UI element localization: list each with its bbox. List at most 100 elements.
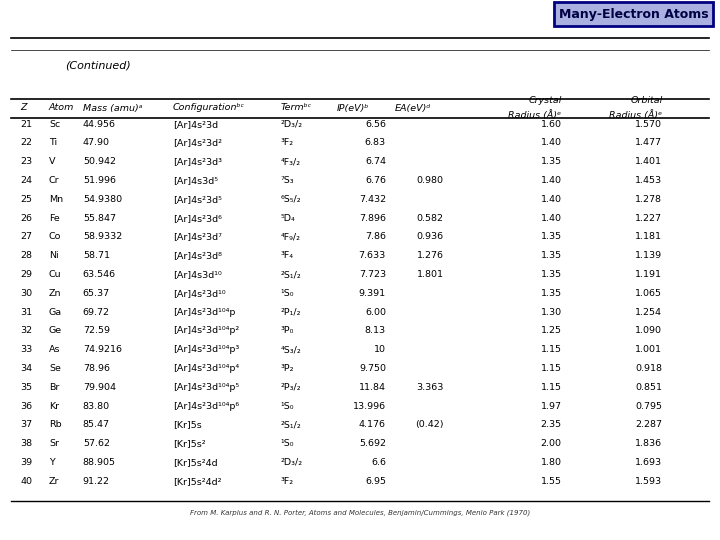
Text: 38: 38 [20, 439, 32, 448]
Text: Co: Co [49, 232, 61, 241]
Text: 9.391: 9.391 [359, 289, 386, 298]
Text: 1.40: 1.40 [541, 138, 562, 147]
Text: ¹S₀: ¹S₀ [281, 289, 294, 298]
Text: 6.95: 6.95 [365, 477, 386, 486]
Text: ¹S₀: ¹S₀ [281, 439, 294, 448]
Text: [Ar]4s²3d³: [Ar]4s²3d³ [173, 157, 222, 166]
Text: 1.191: 1.191 [635, 270, 662, 279]
Text: 7.633: 7.633 [359, 251, 386, 260]
Text: [Ar]4s²3d¹⁰⁴p⁴: [Ar]4s²3d¹⁰⁴p⁴ [173, 364, 239, 373]
Text: 22: 22 [20, 138, 32, 147]
Text: ⁶S₅/₂: ⁶S₅/₂ [281, 195, 302, 204]
Text: 7.896: 7.896 [359, 214, 386, 222]
Text: 0.980: 0.980 [417, 176, 444, 185]
Text: 83.80: 83.80 [83, 402, 110, 410]
Text: 1.60: 1.60 [541, 120, 562, 129]
Text: 0.795: 0.795 [635, 402, 662, 410]
Text: Br: Br [49, 383, 59, 392]
Text: Ge: Ge [49, 326, 62, 335]
Text: 74.9216: 74.9216 [83, 345, 122, 354]
Text: ³P₂: ³P₂ [281, 364, 294, 373]
Text: (Continued): (Continued) [65, 60, 130, 71]
Text: 1.693: 1.693 [635, 458, 662, 467]
Text: 0.918: 0.918 [635, 364, 662, 373]
Text: 57.62: 57.62 [83, 439, 109, 448]
Text: 7.432: 7.432 [359, 195, 386, 204]
Text: 1.090: 1.090 [635, 326, 662, 335]
Text: 1.001: 1.001 [635, 345, 662, 354]
Text: 34: 34 [20, 364, 32, 373]
Text: 1.97: 1.97 [541, 402, 562, 410]
Text: 11.84: 11.84 [359, 383, 386, 392]
Text: 2.00: 2.00 [541, 439, 562, 448]
Text: 1.227: 1.227 [635, 214, 662, 222]
Text: [Kr]5s²4d: [Kr]5s²4d [173, 458, 217, 467]
Text: 7.86: 7.86 [365, 232, 386, 241]
Text: 10: 10 [374, 345, 386, 354]
Text: 1.15: 1.15 [541, 383, 562, 392]
Text: 4.176: 4.176 [359, 420, 386, 429]
Text: ²P₃/₂: ²P₃/₂ [281, 383, 302, 392]
Text: 29: 29 [20, 270, 32, 279]
Text: Fe: Fe [49, 214, 60, 222]
Text: EA(eV)ᵈ: EA(eV)ᵈ [395, 104, 431, 112]
Text: Crystal: Crystal [528, 97, 562, 105]
Text: 58.9332: 58.9332 [83, 232, 122, 241]
Text: [Ar]4s²3d¹⁰⁴p⁶: [Ar]4s²3d¹⁰⁴p⁶ [173, 402, 239, 410]
Text: ²P₁/₂: ²P₁/₂ [281, 308, 301, 316]
Text: 47.90: 47.90 [83, 138, 109, 147]
Text: Zn: Zn [49, 289, 61, 298]
Text: [Ar]4s²3d²: [Ar]4s²3d² [173, 138, 222, 147]
Text: 26: 26 [20, 214, 32, 222]
Text: [Ar]4s²3d⁷: [Ar]4s²3d⁷ [173, 232, 222, 241]
Text: 78.96: 78.96 [83, 364, 109, 373]
Text: 1.836: 1.836 [635, 439, 662, 448]
Text: Configurationᵇᶜ: Configurationᵇᶜ [173, 104, 245, 112]
Text: Ti: Ti [49, 138, 57, 147]
Text: 88.905: 88.905 [83, 458, 116, 467]
Text: Cu: Cu [49, 270, 62, 279]
Text: 1.139: 1.139 [635, 251, 662, 260]
Text: 1.40: 1.40 [541, 214, 562, 222]
Text: 1.15: 1.15 [541, 364, 562, 373]
Text: 25: 25 [20, 195, 32, 204]
Text: 21: 21 [20, 120, 32, 129]
Text: 2.35: 2.35 [541, 420, 562, 429]
Text: 1.15: 1.15 [541, 345, 562, 354]
Text: 69.72: 69.72 [83, 308, 109, 316]
Text: ²S₁/₂: ²S₁/₂ [281, 420, 302, 429]
Text: 1.40: 1.40 [541, 176, 562, 185]
Text: 6.74: 6.74 [365, 157, 386, 166]
Text: 6.76: 6.76 [365, 176, 386, 185]
Text: 36: 36 [20, 402, 32, 410]
Text: 79.904: 79.904 [83, 383, 116, 392]
Text: 5.692: 5.692 [359, 439, 386, 448]
Text: Termᵇᶜ: Termᵇᶜ [281, 104, 312, 112]
Text: [Ar]4s²3d⁶: [Ar]4s²3d⁶ [173, 214, 222, 222]
Text: 28: 28 [20, 251, 32, 260]
Text: 54.9380: 54.9380 [83, 195, 122, 204]
Text: 31: 31 [20, 308, 32, 316]
Text: From M. Karplus and R. N. Porter, Atoms and Molecules, Benjamin/Cummings, Menlo : From M. Karplus and R. N. Porter, Atoms … [190, 510, 530, 516]
Text: Ni: Ni [49, 251, 58, 260]
Text: 1.065: 1.065 [635, 289, 662, 298]
Text: 1.35: 1.35 [541, 157, 562, 166]
Text: 55.847: 55.847 [83, 214, 116, 222]
Text: 0.851: 0.851 [635, 383, 662, 392]
Text: 58.71: 58.71 [83, 251, 109, 260]
Text: 6.00: 6.00 [365, 308, 386, 316]
Text: 1.25: 1.25 [541, 326, 562, 335]
Text: Atom: Atom [49, 104, 74, 112]
Text: ⁷S₃: ⁷S₃ [281, 176, 294, 185]
Text: Ga: Ga [49, 308, 62, 316]
Text: Mn: Mn [49, 195, 63, 204]
Text: 35: 35 [20, 383, 32, 392]
Text: [Ar]4s²3d: [Ar]4s²3d [173, 120, 218, 129]
Text: ⁴F₉/₂: ⁴F₉/₂ [281, 232, 301, 241]
Text: [Ar]4s²3d¹⁰⁴p²: [Ar]4s²3d¹⁰⁴p² [173, 326, 239, 335]
Text: 6.83: 6.83 [365, 138, 386, 147]
Text: 7.723: 7.723 [359, 270, 386, 279]
Text: Zr: Zr [49, 477, 60, 486]
Text: 37: 37 [20, 420, 32, 429]
Text: ³P₀: ³P₀ [281, 326, 294, 335]
